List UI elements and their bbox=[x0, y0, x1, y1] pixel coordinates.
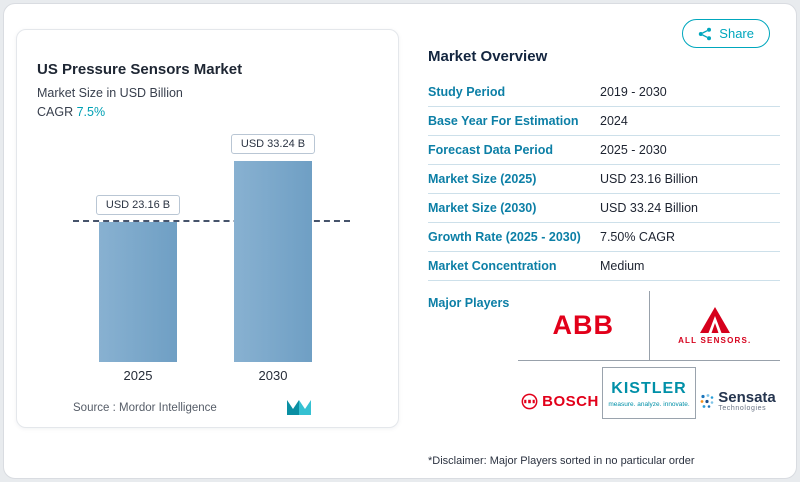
x-axis: 2025 2030 bbox=[37, 368, 378, 386]
row-value: 7.50% CAGR bbox=[600, 230, 676, 244]
row-value: 2019 - 2030 bbox=[600, 85, 667, 99]
source-row: Source : Mordor Intelligence bbox=[37, 400, 378, 415]
table-row: Forecast Data Period 2025 - 2030 bbox=[428, 136, 780, 165]
player-abb: ABB bbox=[518, 291, 650, 360]
row-value: USD 33.24 Billion bbox=[600, 201, 698, 215]
major-players-section: Major Players ABB AL bbox=[428, 291, 780, 441]
abb-logo: ABB bbox=[552, 310, 614, 340]
reference-line bbox=[73, 219, 350, 222]
bar-column-2025: USD 23.16 B bbox=[95, 120, 181, 362]
row-label: Base Year For Estimation bbox=[428, 114, 579, 128]
all-sensors-logo-icon bbox=[699, 306, 730, 333]
chart-title: US Pressure Sensors Market bbox=[37, 61, 243, 78]
players-disclaimer: *Disclaimer: Major Players sorted in no … bbox=[428, 455, 695, 467]
players-bottom-row: BOSCH KISTLER measure. analyze. innovate… bbox=[518, 361, 780, 441]
player-all-sensors: ALL SENSORS. bbox=[650, 291, 781, 360]
row-label: Forecast Data Period bbox=[428, 143, 554, 157]
bosch-logo-icon bbox=[521, 393, 538, 410]
row-value: USD 23.16 Billion bbox=[600, 172, 698, 186]
overview-title: Market Overview bbox=[428, 48, 548, 65]
row-value: 2025 - 2030 bbox=[600, 143, 667, 157]
share-label: Share bbox=[719, 26, 754, 41]
overview-table: Study Period 2019 - 2030 Base Year For E… bbox=[428, 78, 780, 281]
sensata-logo-subtext: Technologies bbox=[718, 405, 767, 412]
market-overview-panel: Market Overview Study Period 2019 - 2030… bbox=[428, 48, 780, 467]
cagr-value: 7.5% bbox=[76, 105, 106, 119]
mordor-intelligence-logo-icon bbox=[286, 400, 311, 415]
major-players-grid: ABB ALL SENSORS. bbox=[518, 291, 780, 441]
bar-chart-plot: USD 23.16 B USD 33.24 B bbox=[37, 120, 378, 362]
player-sensata: Sensata Technologies bbox=[696, 390, 780, 412]
cagr-label: CAGR bbox=[37, 105, 74, 119]
table-row: Market Size (2030) USD 33.24 Billion bbox=[428, 194, 780, 223]
row-label: Market Size (2025) bbox=[428, 172, 537, 186]
bar-value-label-2030: USD 33.24 B bbox=[230, 133, 316, 154]
table-row: Study Period 2019 - 2030 bbox=[428, 78, 780, 107]
table-row: Market Concentration Medium bbox=[428, 252, 780, 281]
row-label: Study Period bbox=[428, 85, 506, 99]
share-icon bbox=[698, 27, 712, 41]
bar-2030 bbox=[234, 160, 312, 362]
players-top-row: ABB ALL SENSORS. bbox=[518, 291, 780, 361]
bar-2025 bbox=[99, 221, 177, 362]
chart-card: US Pressure Sensors Market Market Size i… bbox=[16, 29, 399, 428]
row-label: Market Size (2030) bbox=[428, 201, 537, 215]
sensata-logo-icon bbox=[700, 393, 714, 410]
x-tick-2030: 2030 bbox=[258, 368, 288, 383]
player-kistler: KISTLER measure. analyze. innovate. bbox=[602, 367, 696, 419]
chart-cagr: CAGR 7.5% bbox=[37, 104, 378, 120]
chart-subtitle: Market Size in USD Billion bbox=[37, 86, 183, 100]
x-tick-2025: 2025 bbox=[123, 368, 153, 383]
all-sensors-logo-text: ALL SENSORS. bbox=[678, 335, 752, 345]
bar-value-label-2025: USD 23.16 B bbox=[95, 194, 181, 215]
player-bosch: BOSCH bbox=[518, 393, 602, 410]
major-players-label: Major Players bbox=[428, 296, 510, 310]
table-row: Market Size (2025) USD 23.16 Billion bbox=[428, 165, 780, 194]
table-row: Growth Rate (2025 - 2030) 7.50% CAGR bbox=[428, 223, 780, 252]
row-value: 2024 bbox=[600, 114, 628, 128]
row-value: Medium bbox=[600, 259, 645, 273]
row-label: Growth Rate (2025 - 2030) bbox=[428, 230, 581, 244]
bosch-logo-text: BOSCH bbox=[542, 392, 599, 410]
main-card: Share US Pressure Sensors Market Market … bbox=[3, 3, 797, 479]
sensata-logo-text: Sensata bbox=[718, 389, 776, 406]
share-button[interactable]: Share bbox=[682, 19, 770, 48]
bar-column-2030: USD 33.24 B bbox=[230, 120, 316, 362]
row-label: Market Concentration bbox=[428, 259, 557, 273]
source-label: Source : Mordor Intelligence bbox=[73, 401, 217, 414]
kistler-logo-box: KISTLER measure. analyze. innovate. bbox=[602, 367, 696, 419]
kistler-logo-text: KISTLER bbox=[611, 380, 687, 397]
table-row: Base Year For Estimation 2024 bbox=[428, 107, 780, 136]
kistler-tagline: measure. analyze. innovate. bbox=[608, 401, 690, 408]
